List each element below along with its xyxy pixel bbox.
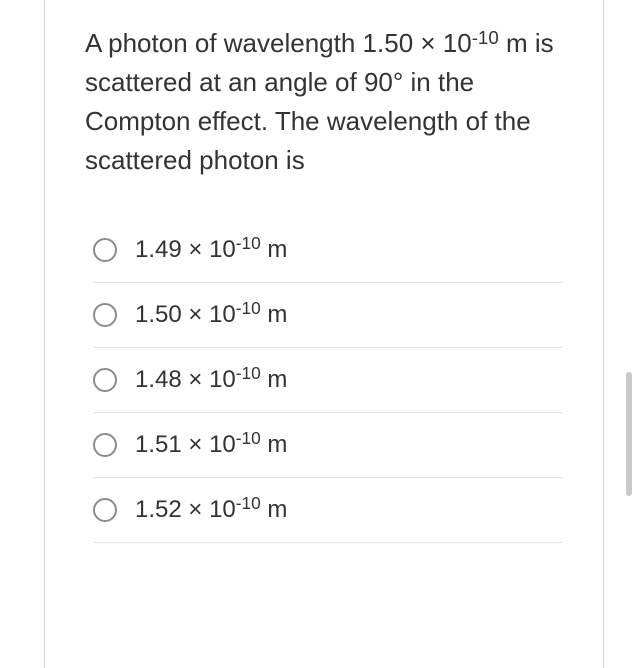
option-row-4[interactable]: 1.52 × 10-10 m <box>93 478 563 543</box>
option-row-2[interactable]: 1.48 × 10-10 m <box>93 348 563 413</box>
option-label: 1.52 × 10-10 m <box>135 496 287 524</box>
question-text: A photon of wavelength 1.50 × 10-10 m is… <box>85 24 563 180</box>
scrollbar-thumb[interactable] <box>626 372 632 496</box>
option-label: 1.49 × 10-10 m <box>135 236 287 264</box>
option-label: 1.51 × 10-10 m <box>135 431 287 459</box>
option-row-3[interactable]: 1.51 × 10-10 m <box>93 413 563 478</box>
radio-icon[interactable] <box>93 498 117 522</box>
option-row-0[interactable]: 1.49 × 10-10 m <box>93 228 563 283</box>
radio-icon[interactable] <box>93 433 117 457</box>
option-label: 1.48 × 10-10 m <box>135 366 287 394</box>
options-group: 1.49 × 10-10 m 1.50 × 10-10 m 1.48 × 10-10… <box>85 228 563 543</box>
option-row-1[interactable]: 1.50 × 10-10 m <box>93 283 563 348</box>
radio-icon[interactable] <box>93 368 117 392</box>
radio-icon[interactable] <box>93 303 117 327</box>
radio-icon[interactable] <box>93 238 117 262</box>
option-label: 1.50 × 10-10 m <box>135 301 287 329</box>
question-card: A photon of wavelength 1.50 × 10-10 m is… <box>44 0 604 668</box>
